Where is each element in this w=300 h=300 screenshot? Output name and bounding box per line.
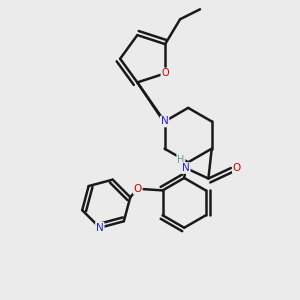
- Text: H: H: [177, 155, 184, 165]
- Text: O: O: [161, 68, 169, 78]
- Text: O: O: [233, 163, 241, 173]
- Text: N: N: [182, 163, 190, 173]
- Text: N: N: [161, 116, 169, 127]
- Text: N: N: [96, 223, 104, 233]
- Text: O: O: [134, 184, 142, 194]
